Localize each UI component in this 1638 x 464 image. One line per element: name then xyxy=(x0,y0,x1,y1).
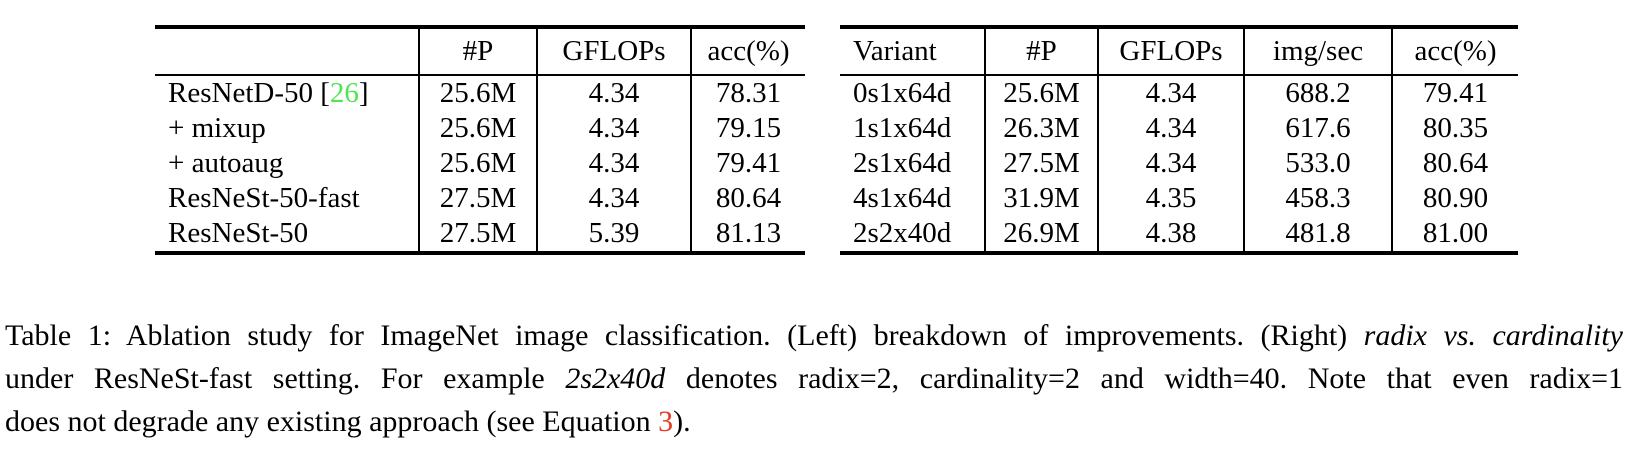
caption-text: does not degrade any existing approach (… xyxy=(5,405,659,438)
params-cell: 25.6M xyxy=(419,146,538,181)
variant-cell: 2s2x40d xyxy=(840,216,986,253)
table-row: ResNetD-50 [26] 25.6M 4.34 78.31 xyxy=(155,75,805,111)
model-name-cell: ResNetD-50 [26] xyxy=(155,75,420,111)
params-cell: 27.5M xyxy=(419,216,538,253)
params-cell: 27.5M xyxy=(985,146,1099,181)
table-row: 0s1x64d 25.6M 4.34 688.2 79.41 xyxy=(840,75,1518,111)
model-name-cell: ResNeSt-50 xyxy=(155,216,420,253)
table-row: ResNeSt-50 27.5M 5.39 81.13 xyxy=(155,216,805,253)
equation-ref-link[interactable]: 3 xyxy=(658,405,674,438)
imgsec-cell: 617.6 xyxy=(1244,111,1393,146)
header-cell-acc: acc(%) xyxy=(691,27,805,76)
header-cell-acc: acc(%) xyxy=(1392,27,1518,76)
caption-text: denotes radix=2, cardinality=2 and width… xyxy=(665,362,1623,395)
model-name: ResNetD-50 [ xyxy=(168,77,330,109)
gflops-cell: 4.34 xyxy=(537,181,692,216)
header-cell-variant: Variant xyxy=(840,27,986,76)
table-row: 2s2x40d 26.9M 4.38 481.8 81.00 xyxy=(840,216,1518,253)
params-cell: 25.6M xyxy=(419,111,538,146)
gflops-cell: 4.34 xyxy=(1098,75,1245,111)
gflops-cell: 5.39 xyxy=(537,216,692,253)
variant-cell: 0s1x64d xyxy=(840,75,986,111)
model-name-suffix: ] xyxy=(358,77,369,109)
caption-italic-text: 2s2x40d xyxy=(565,362,666,395)
acc-cell: 80.90 xyxy=(1422,182,1489,214)
acc-cell: 81.13 xyxy=(715,217,782,249)
table-row: 1s1x64d 26.3M 4.34 617.6 80.35 xyxy=(840,111,1518,146)
params-cell: 27.5M xyxy=(419,181,538,216)
model-name-cell: ResNeSt-50-fast xyxy=(155,181,420,216)
table-row: 4s1x64d 31.9M 4.35 458.3 80.90 xyxy=(840,181,1518,216)
caption-line-2: under ResNeSt-fast setting. For example … xyxy=(5,357,1623,400)
params-cell: 31.9M xyxy=(985,181,1099,216)
model-name-cell: + mixup xyxy=(155,111,420,146)
params-cell: 25.6M xyxy=(419,75,538,111)
caption-italic-text: radix vs. cardinality xyxy=(1363,319,1623,352)
params-cell: 25.6M xyxy=(985,75,1099,111)
imgsec-cell: 458.3 xyxy=(1244,181,1393,216)
caption-text: under ResNeSt-fast setting. For example xyxy=(5,362,566,395)
table-caption: Table 1: Ablation study for ImageNet ima… xyxy=(5,314,1623,443)
acc-cell: 81.00 xyxy=(1422,217,1489,249)
gflops-cell: 4.34 xyxy=(537,111,692,146)
acc-cell: 79.15 xyxy=(715,112,782,144)
params-cell: 26.9M xyxy=(985,216,1099,253)
header-cell-imgsec: img/sec xyxy=(1244,27,1393,76)
citation-link[interactable]: 26 xyxy=(329,77,359,109)
table-header-row: Variant #P GFLOPs img/sec acc(%) xyxy=(840,27,1518,76)
gflops-cell: 4.34 xyxy=(537,146,692,181)
table-row: 2s1x64d 27.5M 4.34 533.0 80.64 xyxy=(840,146,1518,181)
variant-cell: 4s1x64d xyxy=(840,181,986,216)
header-cell-empty xyxy=(155,27,420,76)
gflops-cell: 4.34 xyxy=(1098,146,1245,181)
header-cell-params: #P xyxy=(419,27,538,76)
caption-text: Table 1: Ablation study for ImageNet ima… xyxy=(5,319,1364,352)
acc-cell: 79.41 xyxy=(715,147,782,179)
imgsec-cell: 688.2 xyxy=(1244,75,1393,111)
variant-cell: 1s1x64d xyxy=(840,111,986,146)
radix-cardinality-table-right: Variant #P GFLOPs img/sec acc(%) 0s1x64d… xyxy=(840,25,1518,255)
acc-cell: 80.64 xyxy=(715,182,782,214)
gflops-cell: 4.35 xyxy=(1098,181,1245,216)
gflops-cell: 4.34 xyxy=(1098,111,1245,146)
caption-text: ). xyxy=(673,405,691,438)
acc-cell: 80.64 xyxy=(1422,147,1489,179)
gflops-cell: 4.34 xyxy=(537,75,692,111)
header-cell-gflops: GFLOPs xyxy=(537,27,692,76)
acc-cell: 79.41 xyxy=(1422,77,1489,109)
acc-cell: 78.31 xyxy=(715,77,782,109)
imgsec-cell: 481.8 xyxy=(1244,216,1393,253)
ablation-table-left: #P GFLOPs acc(%) ResNetD-50 [26] 25.6M 4… xyxy=(155,25,805,255)
gflops-cell: 4.38 xyxy=(1098,216,1245,253)
acc-cell: 80.35 xyxy=(1422,112,1489,144)
header-cell-gflops: GFLOPs xyxy=(1098,27,1245,76)
caption-line-3: does not degrade any existing approach (… xyxy=(5,400,1623,443)
table-row: ResNeSt-50-fast 27.5M 4.34 80.64 xyxy=(155,181,805,216)
imgsec-cell: 533.0 xyxy=(1244,146,1393,181)
caption-line-1: Table 1: Ablation study for ImageNet ima… xyxy=(5,314,1623,357)
params-cell: 26.3M xyxy=(985,111,1099,146)
table-row: + autoaug 25.6M 4.34 79.41 xyxy=(155,146,805,181)
table-row: + mixup 25.6M 4.34 79.15 xyxy=(155,111,805,146)
variant-cell: 2s1x64d xyxy=(840,146,986,181)
model-name-cell: + autoaug xyxy=(155,146,420,181)
table-header-row: #P GFLOPs acc(%) xyxy=(155,27,805,76)
header-cell-params: #P xyxy=(985,27,1099,76)
